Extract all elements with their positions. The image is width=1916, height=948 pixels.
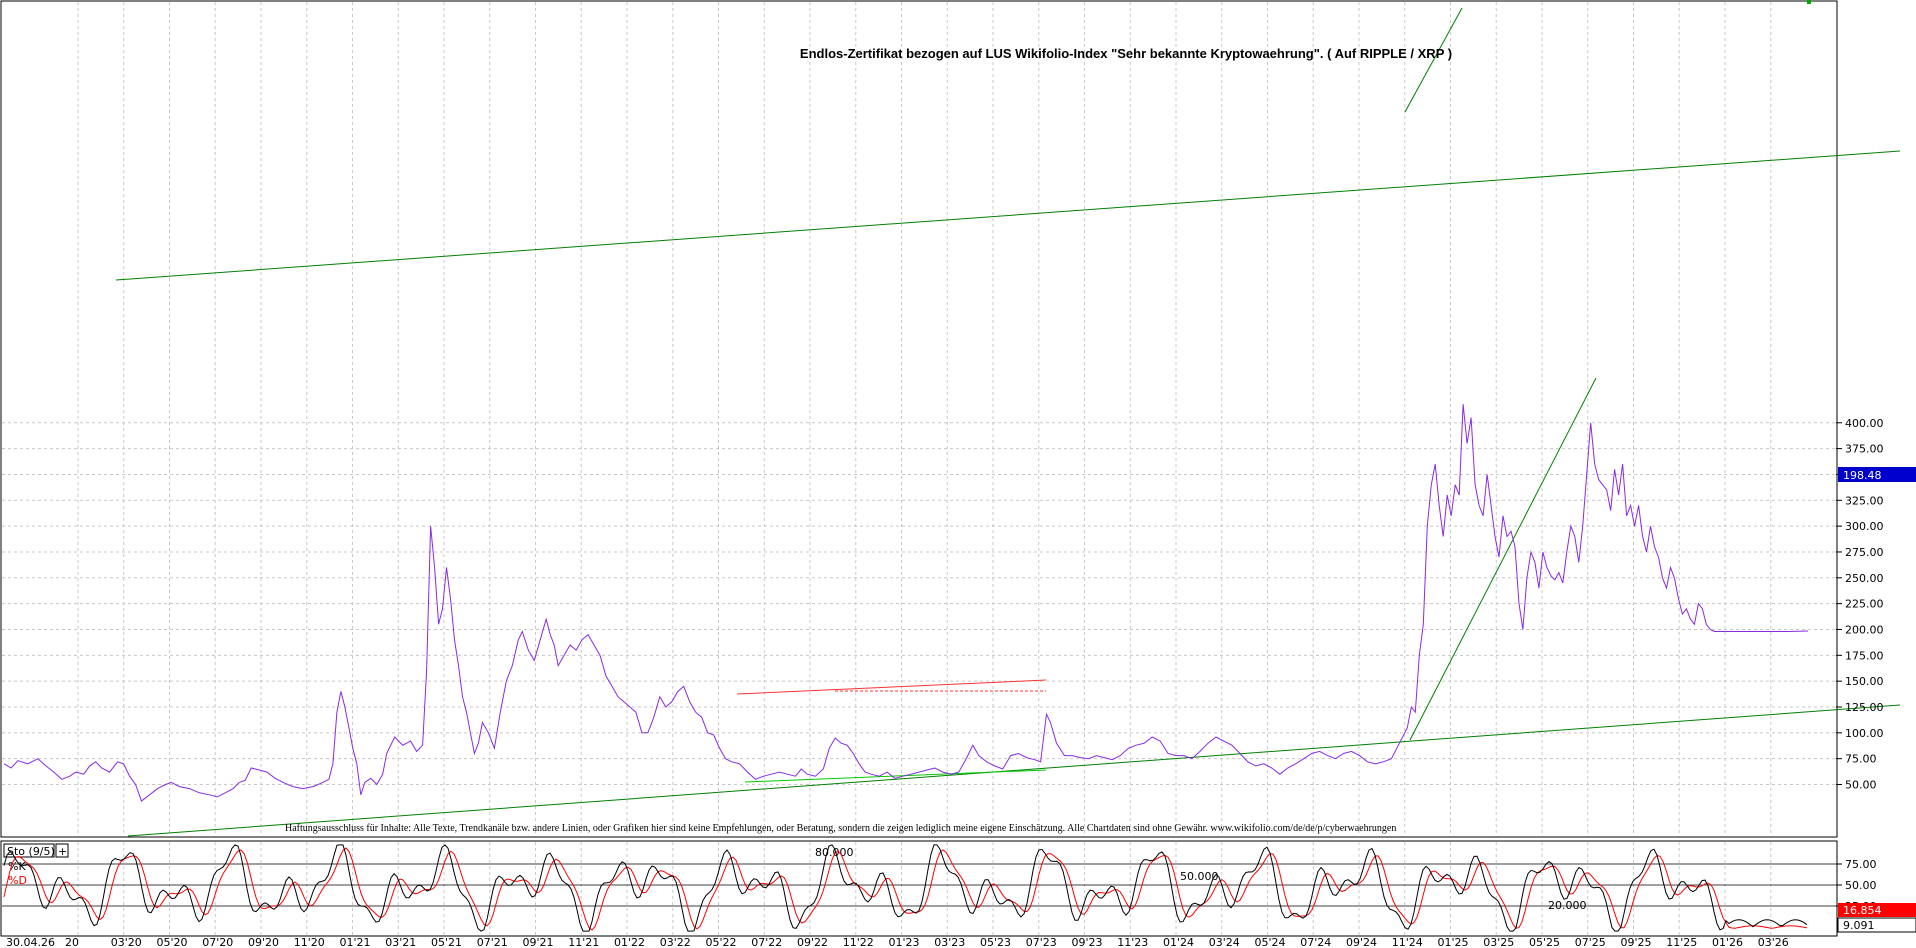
x-tick-label: 03'25 [1483,936,1514,948]
sto-add-glyph[interactable]: + [58,845,67,858]
sto-y-tick-label: 75.00 [1845,858,1877,871]
top-marker-icon [1807,0,1811,4]
y-tick-label: 400.00 [1845,417,1884,430]
sto-d-legend: %D [8,874,27,887]
upper-channel-line [115,150,1901,281]
disclaimer-text: Haftungsausschluss für Inhalte: Alle Tex… [285,823,1396,834]
x-tick-label: 11'24 [1392,936,1423,948]
last-value-badge [1838,467,1916,482]
x-tick-label: 03'23 [934,936,965,948]
x-axis-ticks: 30.04.26 20 03'20 05'20 07'20 09'20 11'20 01'21… [6,936,1789,948]
sto-k-value: 16.854 [1843,904,1882,917]
chart-title: Endlos-Zertifikat bezogen auf LUS Wikifo… [800,46,1452,61]
y-tick-label: 125.00 [1845,701,1884,714]
y-tick-label: 275.00 [1845,546,1884,559]
x-tick-label: 11'20 [294,936,325,948]
sto-y-tick-label: 50.00 [1845,879,1877,892]
x-tick-label: 03'24 [1209,936,1240,948]
price-gridlines [2,2,1836,836]
x-tick-label: 07'24 [1300,936,1331,948]
y-tick-label: 250.00 [1845,572,1884,585]
x-tick-label: 09'23 [1072,936,1103,948]
x-tick-label: 03'21 [385,936,416,948]
y-tick-label: 150.00 [1845,675,1884,688]
x-tick-label: 01'24 [1163,936,1194,948]
sto-d-value: 9.091 [1843,919,1875,932]
y-tick-label: 325.00 [1845,494,1884,507]
y-tick-label: 200.00 [1845,623,1884,636]
y-axis-ticks: 50.00 75.00 100.00 125.00 150.00 175.00 200.00… [1836,417,1884,792]
sto-legend-box [3,843,55,858]
sto-panel-frame [0,840,1838,937]
x-tick-label: 09'22 [797,936,828,948]
x-tick-label: 07'20 [202,936,233,948]
y-tick-label: 75.00 [1845,753,1877,766]
y-tick-label: 225.00 [1845,598,1884,611]
x-tick-label: 05'23 [980,936,1011,948]
x-tick-label: 01'21 [340,936,371,948]
support-line [1409,377,1597,741]
x-tick-label: 09'24 [1346,936,1377,948]
x-tick-label: 05'24 [1255,936,1286,948]
lower-channel-line [127,704,1901,837]
x-tick-label: 09'20 [248,936,279,948]
last-value-label: 198.48 [1843,469,1882,482]
x-tick-label: 03'26 [1758,936,1789,948]
sto-level-label: 80.000 [815,846,854,859]
sto-level-label: 20.000 [1548,899,1587,912]
x-tick-label: 05'21 [431,936,462,948]
x-tick-label: 01'22 [614,936,645,948]
x-tick-label: 07'21 [477,936,508,948]
breakout-line [1404,7,1463,113]
sto-level-label: 50.000 [1180,870,1219,883]
x-tick-label: 05'22 [706,936,737,948]
price-panel-frame [0,0,1838,838]
x-tick-label: 11'25 [1666,936,1697,948]
base-support-line [744,769,1047,783]
x-tick-label: 11'23 [1117,936,1148,948]
sto-k-badge [1838,903,1916,917]
y-tick-label: 50.00 [1845,779,1877,792]
y-tick-label: 300.00 [1845,520,1884,533]
sto-legend: Sto (9/5) + %K %D [3,843,69,887]
y-tick-label: 375.00 [1845,443,1884,456]
x-tick-label: 11'22 [843,936,874,948]
resistance-line [736,679,1047,695]
y-tick-label: 100.00 [1845,727,1884,740]
sto-legend-label: Sto (9/5) [7,845,55,858]
x-tick-label: 30.04.26 [6,936,55,948]
x-tick-label: 03'22 [660,936,691,948]
x-tick-label: 01'25 [1438,936,1469,948]
x-tick-label: 20 [65,936,79,948]
x-tick-label: 11'21 [568,936,599,948]
x-tick-label: 07'22 [751,936,782,948]
x-tick-label: 09'25 [1621,936,1652,948]
x-tick-label: 03'20 [111,936,142,948]
sto-d-line [3,847,1808,931]
x-tick-label: 01'23 [889,936,920,948]
x-tick-label: 09'21 [523,936,554,948]
x-tick-label: 01'26 [1712,936,1743,948]
x-tick-label: 07'25 [1575,936,1606,948]
x-tick-label: 05'25 [1529,936,1560,948]
x-tick-label: 05'20 [157,936,188,948]
sto-level-labels: 80.000 50.000 20.000 [815,846,1587,912]
price-series-line [3,404,1809,802]
sto-k-line [3,844,1808,932]
sto-d-badge [1837,917,1916,933]
y-tick-label: 175.00 [1845,649,1884,662]
sto-add-icon[interactable] [55,843,69,858]
x-tick-label: 07'23 [1026,936,1057,948]
